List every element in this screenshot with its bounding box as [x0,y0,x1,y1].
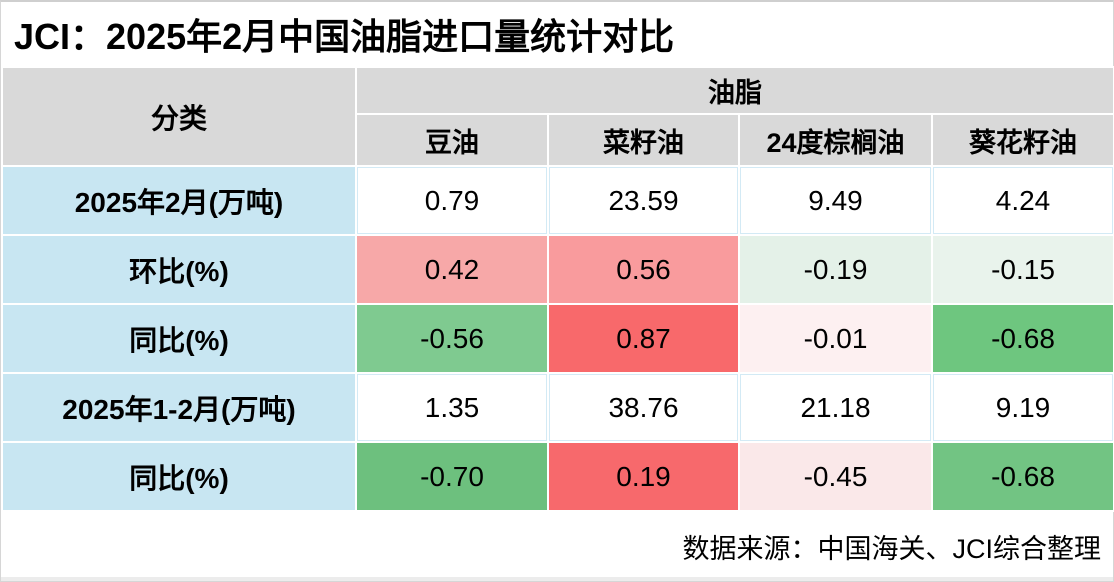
table-row: 2025年2月(万吨) 0.79 23.59 9.49 4.24 [1,165,1114,236]
column-header-sunflower-oil: 葵花籽油 [931,113,1114,167]
value-cell: 4.24 [931,165,1114,236]
column-header-soybean-oil: 豆油 [355,113,549,167]
value-cell: 1.35 [355,372,549,443]
oil-import-table: 分类 油脂 豆油 菜籽油 24度棕榈油 葵花籽油 2025年2月(万吨) 0.7… [1,66,1114,512]
value-cell: 38.76 [547,372,740,443]
value-cell: -0.19 [738,234,933,305]
row-label: 同比(%) [1,303,357,374]
value-cell: 0.79 [355,165,549,236]
value-cell: 0.56 [547,234,740,305]
table-row: 2025年1-2月(万吨) 1.35 38.76 21.18 9.19 [1,372,1114,443]
row-label: 2025年1-2月(万吨) [1,372,357,443]
table-row: 同比(%) -0.70 0.19 -0.45 -0.68 [1,441,1114,512]
value-cell: -0.15 [931,234,1114,305]
value-cell: 0.42 [355,234,549,305]
table-row: 同比(%) -0.56 0.87 -0.01 -0.68 [1,303,1114,374]
value-cell: -0.70 [355,441,549,512]
row-label: 环比(%) [1,234,357,305]
value-cell: 0.19 [547,441,740,512]
value-cell: 9.49 [738,165,933,236]
value-cell: 0.87 [547,303,740,374]
value-cell: -0.56 [355,303,549,374]
corner-header-cell: 分类 [1,66,357,167]
bottom-edge-strip [1,577,1113,581]
value-cell: 21.18 [738,372,933,443]
value-cell: -0.01 [738,303,933,374]
table-row: 环比(%) 0.42 0.56 -0.19 -0.15 [1,234,1114,305]
value-cell: -0.68 [931,441,1114,512]
source-note: 数据来源：中国海关、JCI综合整理 [682,533,1102,564]
row-label: 2025年2月(万吨) [1,165,357,236]
value-cell: 23.59 [547,165,740,236]
row-label: 同比(%) [1,441,357,512]
oil-group-header-cell: 油脂 [355,66,1114,115]
column-header-rapeseed-oil: 菜籽油 [547,113,740,167]
value-cell: -0.68 [931,303,1114,374]
value-cell: -0.45 [738,441,933,512]
page-title: JCI：2025年2月中国油脂进口量统计对比 [14,16,675,57]
value-cell: 9.19 [931,372,1114,443]
column-header-palm-oil-24: 24度棕榈油 [738,113,933,167]
